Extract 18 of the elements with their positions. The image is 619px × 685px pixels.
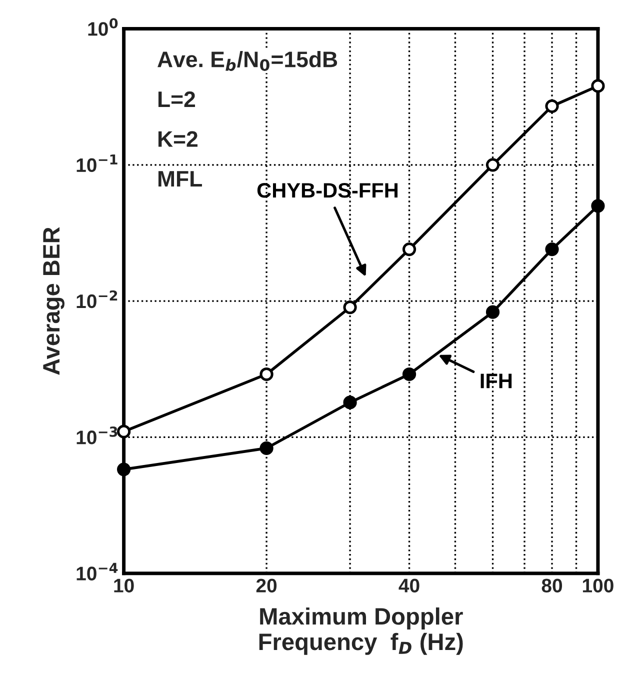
text: CHYB-DS-FFH: [257, 182, 398, 198]
y-tick-label: 10$^{−2}$: [76, 290, 118, 308]
x-axis-title: Maximum Doppler Frequency f$_{D}$ (Hz): [259, 607, 463, 655]
x-tick-label: 10: [114, 578, 134, 592]
y-tick-label: 10$^{−1}$: [76, 154, 118, 172]
annotation: MFL: [158, 171, 202, 186]
annotation: Ave. E$_{b}$/N$_{0}$=15dB: [158, 50, 338, 71]
y-axis-title: Average BER: [43, 227, 64, 375]
x-tick-label: 20: [256, 578, 277, 592]
y-tick-label: 10$^{−4}$: [76, 562, 118, 580]
x-tick-label: 100: [582, 578, 614, 592]
annotation: L=2: [158, 91, 196, 107]
x-tick-label: 80: [542, 578, 562, 592]
y-tick-label: 10$^{−3}$: [76, 426, 118, 444]
y-tick-label: 10$^{0}$: [88, 18, 118, 36]
annotation: K=2: [158, 131, 198, 147]
text: IFH: [480, 374, 512, 388]
x-tick-label: 40: [398, 578, 420, 592]
